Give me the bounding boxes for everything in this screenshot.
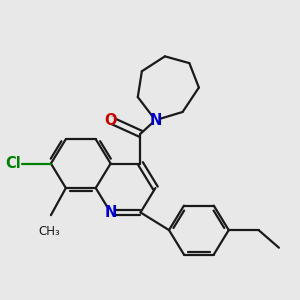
Text: CH₃: CH₃ — [39, 225, 60, 238]
Text: Cl: Cl — [5, 156, 21, 171]
Text: N: N — [149, 112, 162, 128]
Text: O: O — [104, 112, 117, 128]
Text: N: N — [104, 205, 117, 220]
